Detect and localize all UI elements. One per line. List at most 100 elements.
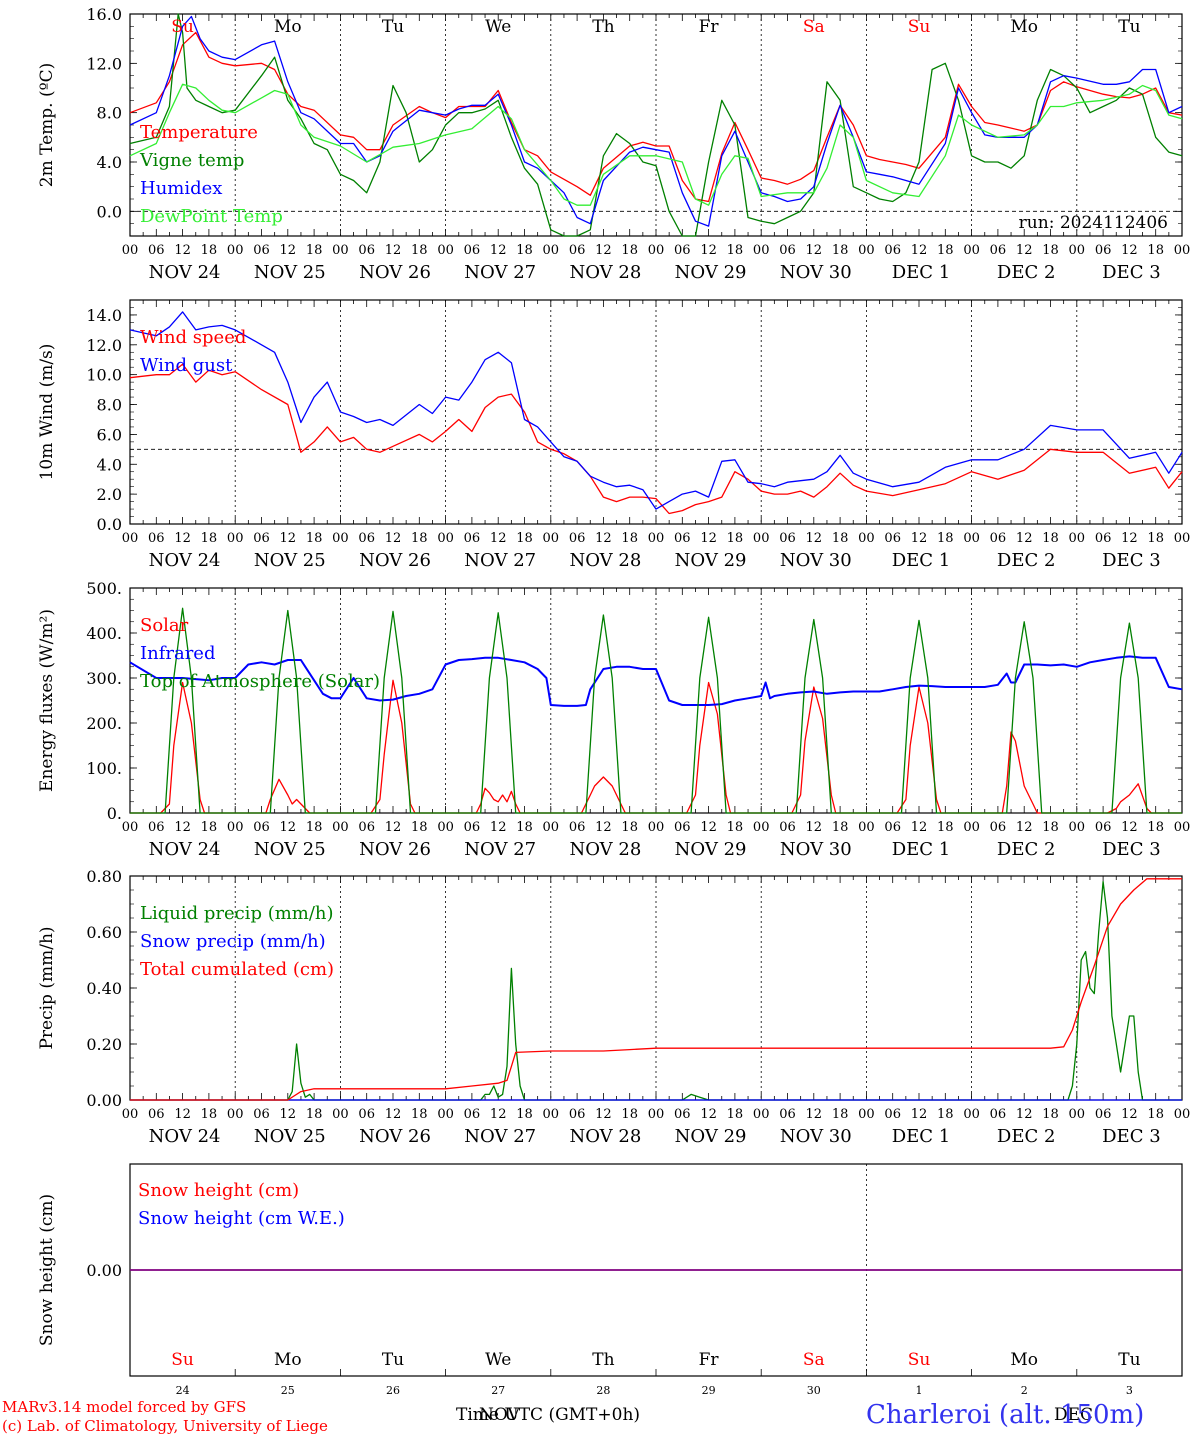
- weekday-label: Su: [908, 1350, 931, 1370]
- hour-tick-label: 00: [1174, 243, 1191, 258]
- legend-entry: Wind speed: [140, 327, 246, 348]
- hour-tick-label: 12: [174, 531, 191, 546]
- hour-tick-label: 06: [990, 243, 1007, 258]
- y-tick-label: 8.0: [97, 396, 122, 415]
- day-label: DEC 2: [997, 262, 1056, 283]
- hour-tick-label: 18: [411, 820, 428, 835]
- hour-tick-label: 00: [858, 531, 875, 546]
- day-label: NOV 29: [675, 262, 747, 283]
- hour-tick-label: 06: [253, 531, 270, 546]
- day-label: NOV 27: [464, 839, 536, 860]
- hour-tick-label: 18: [516, 243, 533, 258]
- hour-tick-label: 00: [227, 820, 244, 835]
- hour-tick-label: 00: [963, 1107, 980, 1122]
- hour-tick-label: 12: [490, 820, 507, 835]
- credit-line: (c) Lab. of Climatology, University of L…: [2, 1417, 328, 1435]
- hour-tick-label: 00: [858, 243, 875, 258]
- y-tick-label: 10.0: [86, 366, 122, 385]
- y-tick-label: 200.: [86, 714, 122, 733]
- hour-tick-label: 00: [437, 243, 454, 258]
- day-label: NOV 26: [359, 839, 431, 860]
- hour-tick-label: 18: [1147, 243, 1164, 258]
- series-line: [129, 83, 1183, 206]
- hour-tick-label: 00: [648, 531, 665, 546]
- hour-tick-label: 06: [779, 1107, 796, 1122]
- day-number-label: 24: [176, 1384, 190, 1397]
- y-tick-label: 100.: [86, 759, 122, 778]
- hour-tick-label: 00: [543, 820, 560, 835]
- hour-tick-label: 00: [543, 243, 560, 258]
- y-tick-label: 8.0: [97, 104, 122, 123]
- hour-tick-label: 12: [595, 1107, 612, 1122]
- hour-tick-label: 00: [648, 820, 665, 835]
- hour-tick-label: 06: [464, 243, 481, 258]
- hour-tick-label: 00: [332, 243, 349, 258]
- day-label: DEC 1: [892, 839, 951, 860]
- hour-tick-label: 06: [779, 820, 796, 835]
- hour-tick-label: 06: [1095, 1107, 1112, 1122]
- weekday-label: Fr: [699, 1350, 720, 1370]
- legend-entry: Vigne temp: [139, 150, 244, 171]
- weekday-label: Tu: [382, 17, 404, 37]
- hour-tick-label: 00: [753, 820, 770, 835]
- legend-entry: Liquid precip (mm/h): [140, 903, 334, 924]
- panel-4: [129, 875, 1183, 1101]
- panel-2: [129, 299, 1183, 525]
- hour-tick-label: 06: [464, 1107, 481, 1122]
- y-tick-label: 12.0: [86, 336, 122, 355]
- day-label: NOV 30: [780, 550, 852, 571]
- legend-entry: Humidex: [140, 178, 222, 199]
- day-number-label: 30: [807, 1384, 821, 1397]
- weekday-label: Su: [171, 17, 194, 37]
- weekday-label: Sa: [803, 1350, 825, 1370]
- hour-tick-label: 12: [806, 820, 823, 835]
- hour-tick-label: 18: [937, 1107, 954, 1122]
- hour-tick-label: 18: [1147, 1107, 1164, 1122]
- hour-tick-label: 06: [464, 531, 481, 546]
- weekday-label: Su: [908, 17, 931, 37]
- hour-tick-label: 00: [227, 243, 244, 258]
- weekday-label: Fr: [699, 17, 720, 37]
- day-label: NOV 27: [464, 1126, 536, 1147]
- hour-tick-label: 06: [148, 243, 165, 258]
- hour-tick-label: 00: [753, 531, 770, 546]
- time-axis-label: Time UTC (GMT+0h): [456, 1405, 641, 1425]
- y-tick-label: 300.: [86, 669, 122, 688]
- hour-tick-label: 12: [1016, 820, 1033, 835]
- run-label: run: 2024112406: [1019, 213, 1168, 233]
- hour-tick-label: 12: [1016, 243, 1033, 258]
- day-label: NOV 28: [569, 839, 641, 860]
- hour-tick-label: 18: [1042, 820, 1059, 835]
- hour-tick-label: 06: [464, 820, 481, 835]
- hour-tick-label: 12: [806, 531, 823, 546]
- hour-tick-label: 00: [753, 1107, 770, 1122]
- hour-tick-label: 12: [174, 1107, 191, 1122]
- legend-entry: Temperature: [140, 122, 258, 143]
- hour-tick-label: 06: [358, 820, 375, 835]
- day-label: NOV 25: [254, 839, 326, 860]
- hour-tick-label: 00: [753, 243, 770, 258]
- hour-tick-label: 06: [674, 531, 691, 546]
- hour-tick-label: 06: [358, 531, 375, 546]
- hour-tick-label: 00: [332, 531, 349, 546]
- hour-tick-label: 18: [516, 820, 533, 835]
- hour-tick-label: 18: [727, 1107, 744, 1122]
- hour-tick-label: 12: [595, 243, 612, 258]
- hour-tick-label: 06: [569, 531, 586, 546]
- y-tick-label: 0.0: [97, 202, 122, 221]
- hour-tick-label: 06: [779, 531, 796, 546]
- hour-tick-label: 00: [122, 1107, 139, 1122]
- hour-tick-label: 12: [806, 243, 823, 258]
- day-label: NOV 29: [675, 550, 747, 571]
- hour-tick-label: 00: [648, 1107, 665, 1122]
- hour-tick-label: 18: [937, 820, 954, 835]
- hour-tick-label: 06: [674, 243, 691, 258]
- hour-tick-label: 18: [621, 531, 638, 546]
- hour-tick-label: 12: [700, 243, 717, 258]
- y-tick-label: 500.: [86, 579, 122, 598]
- day-number-label: 1: [916, 1384, 923, 1397]
- hour-tick-label: 18: [727, 243, 744, 258]
- y-tick-label: 6.0: [97, 425, 122, 444]
- hour-tick-label: 12: [490, 243, 507, 258]
